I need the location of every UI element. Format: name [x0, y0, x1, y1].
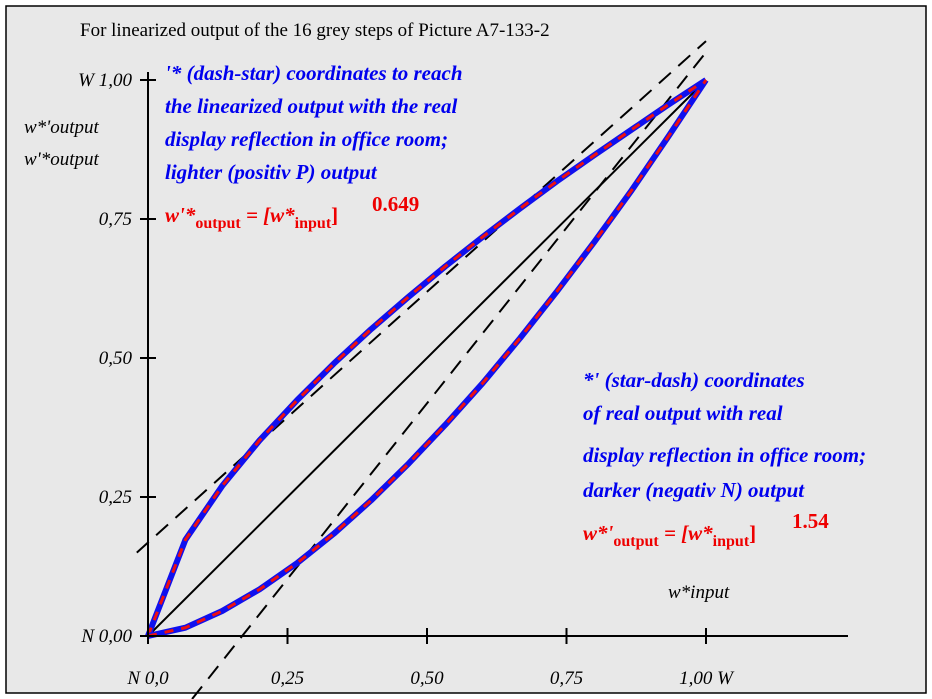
- x-tick-label-3: 0,75: [550, 668, 583, 689]
- y-tick-label-3: 0,75: [99, 209, 132, 230]
- series-line-4-red: [147, 79, 708, 638]
- y-tick-label-1: 0,25: [99, 487, 132, 508]
- annotation-lower: *' (star-dash) coordinates of real outpu…: [583, 368, 866, 502]
- series-line-1: [136, 40, 707, 554]
- formula-lower-exponent: 1.54: [792, 509, 829, 533]
- formula-lower-text: w*'output = [w*input]: [583, 521, 756, 550]
- annotation-lower-line-4: darker (negativ N) output: [583, 478, 805, 502]
- x-tick-label-0: N 0,0: [126, 668, 169, 689]
- x-tick-label-1: 0,25: [271, 668, 304, 689]
- formula-upper: w'*output = [w*input] 0.649: [165, 192, 419, 232]
- annotation-lower-line-1: *' (star-dash) coordinates: [583, 368, 805, 392]
- annotation-upper-line-4: lighter (positiv P) output: [165, 160, 378, 184]
- formula-upper-exponent: 0.649: [372, 192, 419, 216]
- chart-title: For linearized output of the 16 grey ste…: [80, 20, 550, 41]
- formula-upper-text: w'*output = [w*input]: [165, 203, 338, 232]
- axes-layer: [147, 72, 848, 637]
- annotation-upper-line-3: display reflection in office room;: [165, 127, 448, 151]
- series-line-2: [190, 51, 707, 699]
- ticks-layer: N 0,0 0,25 0,50 0,75 1,00 W N 0,00 0,25 0,50 0,7…: [78, 70, 735, 689]
- x-tick-label-4: 1,00 W: [679, 668, 735, 689]
- chart-background: [5, 5, 927, 694]
- x-axis-label: w*input: [668, 582, 730, 603]
- series-layer: [136, 40, 709, 699]
- annotation-upper-line-1: '* (dash-star) coordinates to reach: [165, 61, 463, 85]
- y-tick-label-4: W 1,00: [78, 70, 132, 91]
- y-tick-label-0: N 0,00: [80, 626, 132, 647]
- x-tick-label-2: 0,50: [410, 668, 444, 689]
- y-tick-label-2: 0,50: [99, 348, 133, 369]
- formula-lower: w*'output = [w*input] 1.54: [583, 509, 829, 550]
- annotation-upper: '* (dash-star) coordinates to reach the …: [165, 61, 463, 184]
- annotation-lower-line-2: of real output with real: [583, 401, 783, 425]
- annotation-upper-line-2: the linearized output with the real: [165, 94, 457, 118]
- y-axis-label-1: w*'output: [24, 117, 100, 138]
- series-line-0: [147, 79, 707, 637]
- annotation-lower-line-3: display reflection in office room;: [583, 443, 866, 467]
- y-axis-label-2: w'*output: [24, 149, 100, 170]
- series-line-3-blue: [145, 77, 708, 638]
